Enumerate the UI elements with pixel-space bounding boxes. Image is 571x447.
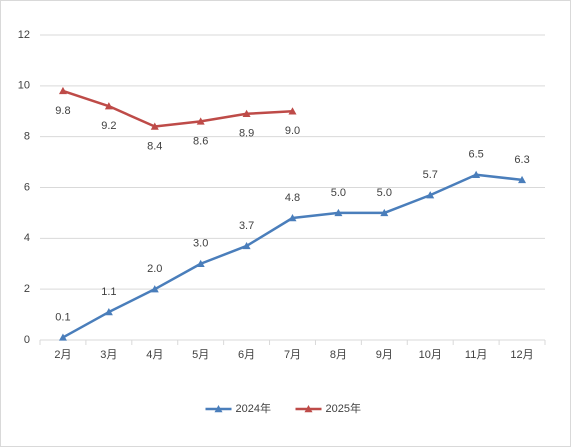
legend-label: 2024年 [236, 401, 271, 415]
x-tick-label: 11月 [465, 349, 487, 361]
point-marker [58, 333, 67, 341]
data-label: 0.1 [55, 311, 70, 323]
x-tick-label: 5月 [192, 349, 209, 361]
data-label: 3.0 [193, 238, 208, 250]
point-marker [104, 102, 113, 110]
data-label: 9.8 [55, 105, 70, 117]
x-tick-label: 9月 [376, 349, 393, 361]
data-label: 5.7 [423, 169, 438, 181]
y-tick-label: 12 [18, 29, 30, 41]
series-line [62, 89, 293, 128]
point-marker [196, 117, 205, 125]
y-tick-label: 0 [24, 334, 30, 346]
x-tick-label: 3月 [100, 349, 117, 361]
data-label: 8.9 [239, 128, 254, 140]
point-marker [196, 259, 205, 267]
y-tick-label: 10 [18, 80, 30, 92]
point-marker [104, 308, 113, 316]
y-tick-label: 6 [24, 181, 30, 193]
data-label: 2.0 [147, 263, 162, 275]
x-tick-label: 12月 [510, 349, 533, 361]
point-marker [242, 109, 251, 117]
point-marker [426, 191, 435, 199]
point-marker [380, 208, 389, 217]
x-tick-label: 4月 [146, 349, 163, 361]
point-marker [334, 208, 343, 217]
point-marker [518, 175, 527, 184]
x-tick-label: 7月 [284, 349, 301, 361]
point-marker [242, 241, 251, 250]
y-tick-label: 2 [24, 283, 30, 295]
y-tick-label: 4 [24, 232, 30, 244]
point-marker [150, 285, 159, 293]
data-label: 5.0 [331, 187, 346, 199]
data-label: 4.8 [285, 192, 300, 204]
x-tick-label: 6月 [238, 349, 255, 361]
legend-marker [304, 405, 313, 413]
data-label: 6.5 [468, 149, 483, 161]
point-marker [58, 86, 67, 95]
legend-label: 2025年 [326, 401, 361, 415]
x-tick-label: 8月 [330, 349, 347, 361]
data-label: 3.7 [239, 220, 254, 232]
legend-marker [214, 405, 223, 413]
data-label: 8.4 [147, 140, 162, 152]
data-label: 9.2 [101, 120, 116, 132]
point-marker [288, 214, 297, 222]
point-marker [288, 107, 297, 115]
point-marker [472, 170, 481, 178]
point-marker [150, 122, 159, 130]
data-label: 9.0 [285, 125, 300, 137]
data-label: 1.1 [101, 286, 116, 298]
data-label: 5.0 [377, 187, 392, 199]
data-label: 8.6 [193, 135, 208, 147]
x-tick-label: 2月 [54, 349, 71, 361]
x-tick-label: 10月 [419, 349, 442, 361]
data-label: 6.3 [514, 154, 529, 166]
y-tick-label: 8 [24, 131, 30, 143]
